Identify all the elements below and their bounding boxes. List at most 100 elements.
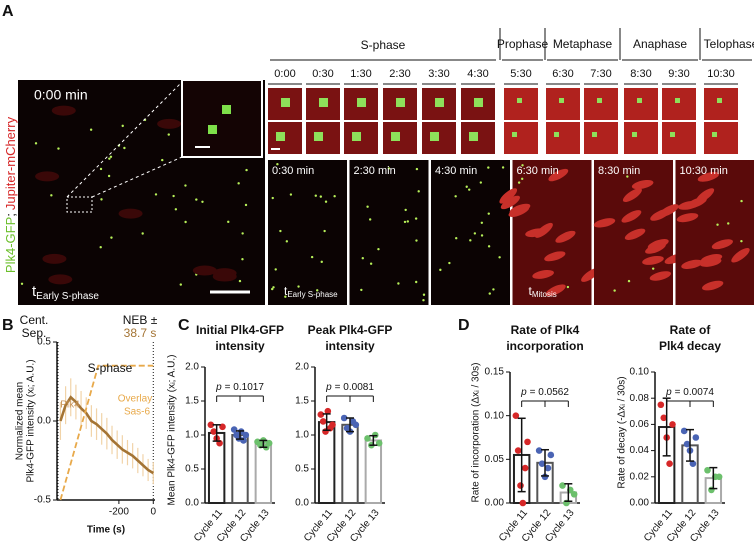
stage-t: t: [529, 284, 533, 298]
micrograph: [431, 160, 510, 305]
centriole-crop: [314, 132, 323, 141]
centriole-spot: [488, 292, 491, 295]
data-point: [521, 464, 529, 472]
y-tick-label: 0.15: [485, 367, 505, 378]
overview-stage: tEarly S-phase: [32, 283, 99, 302]
spindle: [631, 179, 654, 190]
centriole-spot: [397, 282, 400, 285]
centriole-crop: [517, 98, 522, 103]
spindle: [676, 213, 699, 223]
channel-red: Jupiter-mCherry: [3, 116, 18, 210]
centriole-spot: [406, 220, 410, 223]
p-text: = 0.0074: [675, 387, 715, 398]
data-point: [559, 482, 566, 489]
centriole-spot: [613, 289, 616, 292]
spindle: [532, 270, 554, 279]
centriole-crop: [396, 98, 405, 107]
centriole-spot: [448, 261, 451, 265]
data-point: [329, 421, 336, 429]
centriole-spot: [360, 288, 363, 292]
centriole-crop: [675, 98, 680, 103]
centriole-spot: [361, 257, 364, 260]
data-point: [535, 447, 543, 454]
centriole-crop: [512, 132, 517, 137]
p-text: = 0.0562: [530, 387, 570, 398]
p-text: = 0.1017: [225, 382, 265, 393]
micrograph: [512, 160, 592, 305]
annotation: S-phase: [88, 361, 133, 375]
centriole-spot: [320, 260, 323, 264]
data-point: [669, 421, 676, 428]
p-value: p = 0.0081: [325, 382, 374, 393]
centriole-spot: [271, 196, 274, 200]
y-tick-label: 0.05: [485, 454, 505, 465]
centriole-spot: [245, 168, 248, 172]
spindle: [647, 239, 669, 250]
stage-sub: Early S-phase: [36, 291, 99, 302]
centriole-spot: [626, 175, 629, 178]
micrograph-crop: [584, 88, 618, 120]
frame-time: 10:30 min: [680, 165, 728, 177]
spindle: [212, 271, 237, 282]
centriole-spot: [716, 223, 719, 226]
bar: [341, 423, 359, 504]
centriole-spot: [244, 203, 248, 207]
stage-t: t: [284, 284, 288, 298]
y-tick-label: 0.5: [185, 464, 199, 475]
centriole-spot: [480, 221, 484, 224]
centriole-spot: [415, 167, 419, 171]
time-label: 10:30: [707, 68, 735, 80]
y-tick-label: 2.0: [185, 362, 199, 373]
centriole-spot: [727, 222, 730, 225]
data-point: [375, 439, 383, 447]
centriole-spot: [99, 245, 102, 249]
y-axis-label: Normalized mean: [15, 382, 26, 460]
centriole-spot: [487, 212, 490, 215]
data-point: [683, 440, 691, 448]
centriole-spot: [108, 157, 111, 160]
centriole-spot: [468, 188, 471, 191]
time-label: 8:30: [630, 68, 651, 80]
centriole-spot: [241, 232, 244, 235]
centriole-crop: [554, 132, 559, 137]
centriole-spot: [479, 181, 483, 184]
data-point: [364, 435, 371, 442]
y-tick-label: 0.5: [295, 464, 309, 475]
data-point: [692, 434, 700, 441]
centriole-crop: [430, 132, 439, 141]
p-symbol: p: [215, 382, 222, 393]
stage-sub: Mitosis: [532, 290, 557, 299]
micrograph-crop: [624, 122, 658, 154]
centriole-spot: [100, 198, 103, 201]
centriole-spot: [279, 229, 282, 233]
micrograph-crop: [504, 88, 538, 120]
y-tick-label: -0.5: [34, 495, 52, 506]
y-axis-label: Rate of decay (-Δxᵢ / 30s): [617, 376, 628, 488]
data-point: [512, 412, 520, 419]
data-point: [666, 460, 673, 468]
data-point: [570, 490, 578, 498]
micrograph-crop: [546, 88, 580, 120]
inset: [181, 79, 263, 158]
y-tick-label: 0.00: [630, 498, 650, 509]
centriole-crop: [469, 132, 478, 141]
centriole-spot: [323, 229, 326, 233]
y-tick-label: 0.10: [630, 367, 650, 378]
centriole-spot: [403, 220, 407, 224]
spindle: [593, 218, 616, 228]
spindle: [678, 200, 700, 210]
legend-label: Plk4: [60, 400, 80, 411]
centriole-crop: [717, 98, 722, 103]
time-label: 2:30: [389, 68, 410, 80]
spindle: [500, 195, 520, 210]
centriole-spot: [520, 177, 524, 181]
centriole-spot: [439, 268, 442, 272]
centriole-spot: [414, 217, 418, 220]
annotation: Cent.: [20, 313, 49, 327]
chart-title: Plk4 decay: [659, 339, 721, 353]
spindle: [649, 271, 672, 281]
series-line: [59, 364, 154, 501]
data-point: [324, 407, 332, 415]
y-tick-label: 0.10: [485, 410, 505, 421]
p-symbol: p: [520, 387, 527, 398]
